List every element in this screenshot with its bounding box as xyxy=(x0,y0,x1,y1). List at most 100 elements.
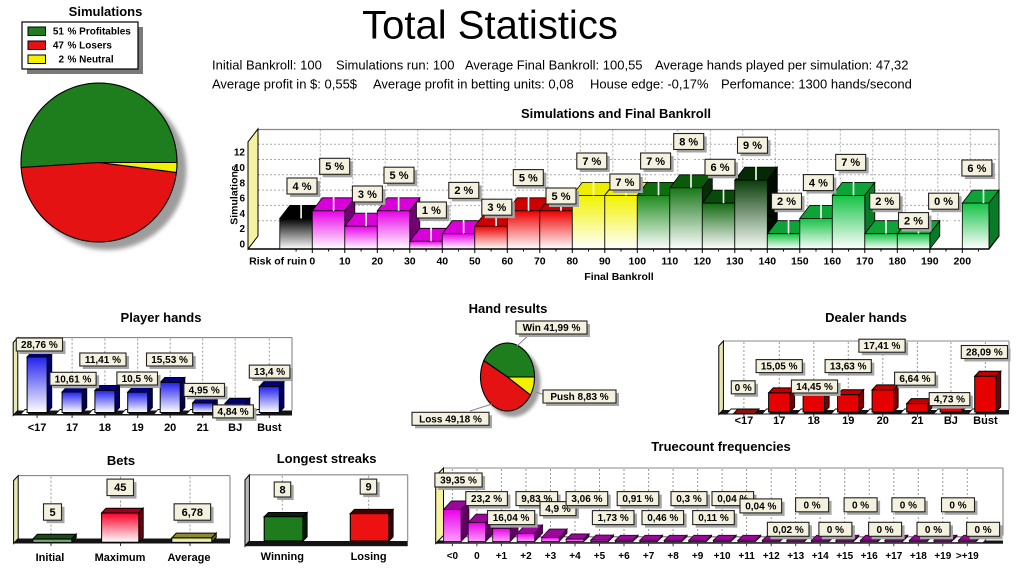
svg-text:15,05 %: 15,05 % xyxy=(761,362,798,373)
svg-text:2 %: 2 % xyxy=(875,196,894,208)
svg-text:6,64 %: 6,64 % xyxy=(899,374,930,385)
svg-text:+14: +14 xyxy=(812,551,829,562)
svg-text:11,41 %: 11,41 % xyxy=(85,355,121,366)
svg-text:17: 17 xyxy=(773,415,785,427)
svg-text:>+19: >+19 xyxy=(956,551,979,562)
svg-text:120: 120 xyxy=(694,255,712,267)
svg-text:Total Statistics: Total Statistics xyxy=(362,4,618,48)
svg-text:2 %: 2 % xyxy=(777,196,796,208)
svg-text:0 %: 0 % xyxy=(925,525,942,536)
svg-text:0: 0 xyxy=(309,255,315,267)
svg-text:+17: +17 xyxy=(885,551,902,562)
svg-text:9,83 %: 9,83 % xyxy=(521,494,552,505)
svg-text:2: 2 xyxy=(239,224,245,235)
svg-text:16,04 %: 16,04 % xyxy=(493,513,530,524)
svg-text:3 %: 3 % xyxy=(487,202,506,214)
svg-text:<17: <17 xyxy=(28,422,47,434)
svg-text:+15: +15 xyxy=(836,551,853,562)
svg-text:7 %: 7 % xyxy=(646,156,665,168)
svg-text:Loss 49,18 %: Loss 49,18 % xyxy=(419,414,482,425)
svg-text:Average profit in betting unit: Average profit in betting units: 0,08 xyxy=(373,77,574,92)
svg-text:Truecount frequencies: Truecount frequencies xyxy=(651,439,790,454)
svg-text:0 %: 0 % xyxy=(974,525,991,536)
svg-text:+16: +16 xyxy=(861,551,878,562)
svg-text:19: 19 xyxy=(132,422,144,434)
svg-text:<17: <17 xyxy=(735,415,754,427)
svg-text:Push 8,83 %: Push 8,83 % xyxy=(550,392,608,403)
svg-text:Final Bankroll: Final Bankroll xyxy=(584,271,654,283)
svg-text:4 %: 4 % xyxy=(809,177,828,189)
svg-text:Bust: Bust xyxy=(973,415,998,427)
svg-text:6,78: 6,78 xyxy=(182,507,203,519)
svg-text:Initial: Initial xyxy=(36,552,65,564)
svg-text:+11: +11 xyxy=(738,551,755,562)
svg-text:12: 12 xyxy=(234,148,246,159)
svg-text:23,2 %: 23,2 % xyxy=(471,494,502,505)
svg-text:7 %: 7 % xyxy=(615,177,634,189)
svg-text:0,46 %: 0,46 % xyxy=(647,513,678,524)
svg-text:18: 18 xyxy=(808,415,820,427)
svg-text:0 %: 0 % xyxy=(735,383,752,394)
svg-text:0 %: 0 % xyxy=(803,500,820,511)
svg-text:+9: +9 xyxy=(692,551,704,562)
svg-text:+12: +12 xyxy=(763,551,780,562)
svg-text:0,04 %: 0,04 % xyxy=(717,494,748,505)
svg-text:39,35 %: 39,35 % xyxy=(440,476,477,487)
svg-text:10: 10 xyxy=(339,255,351,267)
svg-text:Initial Bankroll: 100: Initial Bankroll: 100 xyxy=(212,58,322,73)
svg-text:50: 50 xyxy=(469,255,481,267)
svg-text:180: 180 xyxy=(889,255,907,267)
svg-text:4,95 %: 4,95 % xyxy=(189,385,220,396)
svg-text:Longest streaks: Longest streaks xyxy=(277,451,377,466)
svg-text:Simulations run: 100: Simulations run: 100 xyxy=(336,58,455,73)
svg-text:BJ: BJ xyxy=(944,415,958,427)
svg-text:0,3 %: 0,3 % xyxy=(676,494,702,505)
svg-text:4,9 %: 4,9 % xyxy=(545,504,571,515)
svg-text:Hand results: Hand results xyxy=(469,301,548,316)
svg-text:13,4 %: 13,4 % xyxy=(254,367,285,378)
svg-text:0,11 %: 0,11 % xyxy=(698,513,729,524)
svg-text:+7: +7 xyxy=(643,551,655,562)
svg-text:20: 20 xyxy=(371,255,383,267)
svg-text:+1: +1 xyxy=(496,551,508,562)
svg-text:Average hands played per simul: Average hands played per simulation: 47,… xyxy=(655,58,908,73)
svg-text:18: 18 xyxy=(99,422,111,434)
svg-text:0 %: 0 % xyxy=(900,500,917,511)
svg-text:Player hands: Player hands xyxy=(121,310,202,325)
svg-text:20: 20 xyxy=(164,422,176,434)
svg-text:Perfomance: 1300 hands/second: Perfomance: 1300 hands/second xyxy=(721,77,912,92)
svg-text:+8: +8 xyxy=(667,551,679,562)
svg-text:Maximum: Maximum xyxy=(95,552,146,564)
svg-text:3,06 %: 3,06 % xyxy=(571,494,602,505)
svg-text:0 %: 0 % xyxy=(827,525,844,536)
svg-text:14,45 %: 14,45 % xyxy=(796,382,833,393)
svg-text:150: 150 xyxy=(791,255,809,267)
svg-text:21: 21 xyxy=(197,422,209,434)
svg-text:51: 51 xyxy=(53,26,65,37)
svg-text:20: 20 xyxy=(877,415,889,427)
svg-text:19: 19 xyxy=(842,415,854,427)
svg-text:0 %: 0 % xyxy=(876,525,893,536)
svg-text:0 %: 0 % xyxy=(934,196,953,208)
svg-text:Bust: Bust xyxy=(257,422,282,434)
svg-text:0 %: 0 % xyxy=(949,500,966,511)
svg-text:90: 90 xyxy=(599,255,611,267)
svg-text:6 %: 6 % xyxy=(967,163,986,175)
svg-text:+5: +5 xyxy=(594,551,606,562)
svg-text:2: 2 xyxy=(58,54,64,65)
svg-text:140: 140 xyxy=(759,255,777,267)
svg-text:9: 9 xyxy=(365,482,371,494)
svg-text:13,63 %: 13,63 % xyxy=(830,362,867,373)
svg-text:5 %: 5 % xyxy=(552,191,571,203)
svg-text:7 %: 7 % xyxy=(841,157,860,169)
svg-text:200: 200 xyxy=(954,255,972,267)
svg-text:10: 10 xyxy=(234,163,246,174)
svg-text:5: 5 xyxy=(49,507,55,519)
svg-text:9 %: 9 % xyxy=(743,140,762,152)
svg-text:5 %: 5 % xyxy=(519,172,538,184)
svg-text:30: 30 xyxy=(404,255,416,267)
svg-text:5 %: 5 % xyxy=(390,170,409,182)
svg-text:60: 60 xyxy=(501,255,513,267)
svg-text:2 %: 2 % xyxy=(454,185,473,197)
svg-text:Average profit in $: 0,55$: Average profit in $: 0,55$ xyxy=(212,77,358,92)
